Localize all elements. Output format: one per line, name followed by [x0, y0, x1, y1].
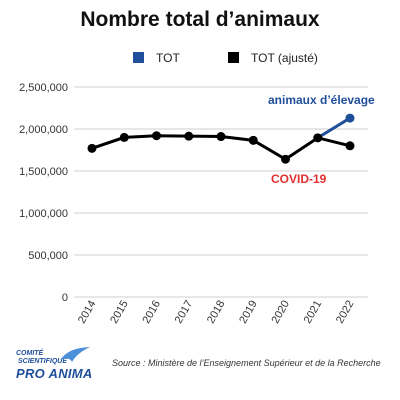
x-tick-label: 2017: [173, 299, 196, 326]
pro-anima-logo: COMITÉ SCIENTIFIQUE PRO ANIMA: [12, 346, 94, 386]
series-point-tot-ajuste: [313, 133, 323, 143]
series-point-tot-ajuste: [119, 132, 129, 142]
series-point-tot-ajuste: [152, 131, 161, 141]
y-tick-label: 0: [62, 292, 68, 304]
legend-swatch-tot-ajuste: [228, 52, 239, 63]
legend-swatch-tot: [133, 52, 144, 63]
source-note: Source : Ministère de l’Enseignement Sup…: [112, 358, 381, 368]
chart-title: Nombre total d’animaux: [80, 8, 320, 31]
x-tick-label: 2020: [269, 299, 292, 326]
annotation-elevage: animaux d’élevage: [268, 93, 375, 107]
legend-label-tot-ajuste: TOT (ajusté): [251, 51, 318, 65]
y-tick-label: 1,500,000: [19, 166, 68, 178]
logo-line-comite: COMITÉ: [16, 350, 44, 357]
y-tick-label: 2,000,000: [19, 124, 68, 136]
y-tick-label: 1,000,000: [19, 208, 68, 220]
x-tick-label: 2018: [205, 299, 228, 326]
x-tick-label: 2022: [334, 299, 357, 326]
bird-icon: [60, 347, 90, 362]
logo-line-scientifique: SCIENTIFIQUE: [18, 358, 68, 365]
series-point-tot-ajuste: [345, 141, 355, 151]
x-tick-label: 2015: [108, 299, 131, 326]
series-line-tot: [316, 116, 351, 140]
legend-label-tot: TOT: [156, 51, 180, 65]
logo-line-pro-anima: PRO ANIMA: [16, 366, 93, 381]
series-point-tot-ajuste: [87, 143, 97, 153]
series-point-tot: [345, 113, 355, 123]
y-tick-label: 2,500,000: [19, 82, 68, 94]
x-tick-label: 2019: [237, 299, 260, 326]
x-tick-label: 2021: [302, 299, 325, 326]
y-tick-label: 500,000: [28, 250, 68, 262]
series-point-tot-ajuste: [184, 131, 194, 141]
series-point-tot-ajuste: [281, 154, 290, 164]
x-tick-label: 2016: [140, 299, 163, 326]
series-point-tot-ajuste: [248, 135, 258, 145]
annotation-covid: COVID-19: [271, 172, 327, 186]
x-tick-label: 2014: [76, 299, 99, 326]
series-point-tot-ajuste: [216, 132, 226, 142]
